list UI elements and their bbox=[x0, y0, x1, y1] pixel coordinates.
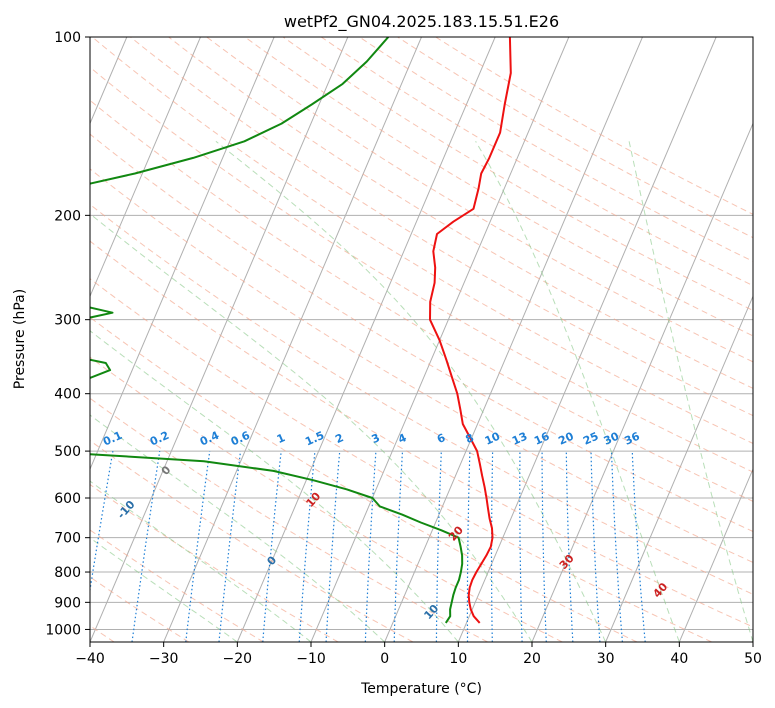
x-tick-label: 0 bbox=[380, 651, 389, 667]
mixing-ratio-label: 10 bbox=[483, 429, 503, 447]
mixing-ratio-label: 16 bbox=[532, 429, 552, 447]
y-tick-label: 800 bbox=[54, 565, 81, 581]
dry-adiabat bbox=[130, 37, 753, 417]
x-tick-label: −20 bbox=[223, 651, 253, 667]
isotherm-line bbox=[90, 37, 275, 471]
y-tick-label: 900 bbox=[54, 595, 81, 611]
mixing-ratio-label: 25 bbox=[581, 430, 600, 448]
dry-adiabat bbox=[90, 240, 753, 628]
mixing-ratio-label: 13 bbox=[510, 430, 529, 448]
mixing-ratio-lines bbox=[90, 450, 646, 642]
x-tick-label: 20 bbox=[523, 651, 541, 667]
moist-adiabat bbox=[90, 330, 459, 642]
moist-adiabat bbox=[628, 141, 753, 642]
dry-adiabat bbox=[90, 133, 753, 533]
isotherm-line bbox=[457, 37, 717, 642]
dewpoint-profile bbox=[90, 37, 464, 624]
y-axis-ticks: 100 200 300 400 500 600 700 800 900 1000 bbox=[45, 30, 90, 638]
isotherm-line bbox=[90, 37, 349, 642]
x-tick-label: 10 bbox=[449, 651, 467, 667]
dry-adiabat bbox=[90, 356, 563, 642]
sounding-profiles bbox=[90, 37, 512, 624]
x-axis-label: Temperature (°C) bbox=[360, 681, 482, 697]
y-tick-label: 1000 bbox=[45, 622, 81, 638]
mixing-ratio-line bbox=[90, 450, 114, 594]
y-tick-label: 300 bbox=[54, 313, 81, 329]
y-axis-label: Pressure (hPa) bbox=[12, 289, 28, 389]
moist-adiabats bbox=[90, 140, 753, 642]
y-tick-label: 500 bbox=[54, 444, 81, 460]
dry-adiabat bbox=[168, 37, 753, 389]
y-tick-label: 400 bbox=[54, 387, 81, 403]
plot-frame bbox=[89, 36, 754, 643]
moist-adiabat bbox=[215, 140, 607, 642]
moist-adiabat bbox=[90, 480, 312, 642]
dry-adiabat bbox=[90, 316, 638, 642]
mixing-ratio-label: 20 bbox=[556, 429, 576, 447]
mixing-ratio-line bbox=[131, 451, 161, 642]
x-tick-label: −40 bbox=[75, 651, 105, 667]
moist-adiabat bbox=[90, 537, 238, 642]
isotherm-line bbox=[531, 122, 753, 642]
chart-title: wetPf2_GN04.2025.183.15.51.E26 bbox=[284, 12, 559, 32]
moist-adiabat bbox=[475, 141, 680, 642]
mixing-ratio-label: 30 bbox=[602, 429, 622, 447]
dry-adiabat bbox=[90, 203, 753, 595]
mixing-ratio-line bbox=[185, 451, 211, 642]
mixing-ratio-label: 36 bbox=[622, 429, 642, 447]
isotherm-line bbox=[384, 37, 643, 642]
dry-adiabat bbox=[90, 168, 753, 563]
y-tick-label: 100 bbox=[54, 30, 81, 46]
y-tick-label: 200 bbox=[54, 208, 81, 224]
x-axis-ticks: −40 −30 −20 −10 0 10 20 30 40 50 bbox=[75, 642, 762, 667]
dry-adiabat bbox=[90, 66, 753, 473]
x-tick-label: 50 bbox=[744, 651, 762, 667]
dry-adiabat bbox=[206, 37, 753, 363]
isotherm-line bbox=[163, 37, 422, 642]
isotherm-line bbox=[90, 37, 201, 298]
dry-adiabat bbox=[90, 440, 414, 642]
x-tick-label: 40 bbox=[670, 651, 688, 667]
plot-area: -100-90-80-70-60-50-40-30-20-100100.10.2… bbox=[90, 37, 753, 642]
y-tick-label: 700 bbox=[54, 531, 81, 547]
x-tick-label: −30 bbox=[149, 651, 179, 667]
pressure-gridlines bbox=[90, 37, 753, 630]
y-tick-label: 600 bbox=[54, 491, 81, 507]
isotherm-line bbox=[605, 295, 753, 642]
mixing-ratio-line bbox=[218, 451, 242, 642]
isotherm-line bbox=[236, 37, 496, 642]
isotherm-line bbox=[678, 467, 753, 642]
x-tick-label: −10 bbox=[296, 651, 326, 667]
dry-adiabat bbox=[91, 37, 753, 444]
moist-adiabat bbox=[90, 414, 386, 642]
temperature-profile bbox=[429, 37, 512, 624]
x-tick-label: 30 bbox=[597, 651, 615, 667]
